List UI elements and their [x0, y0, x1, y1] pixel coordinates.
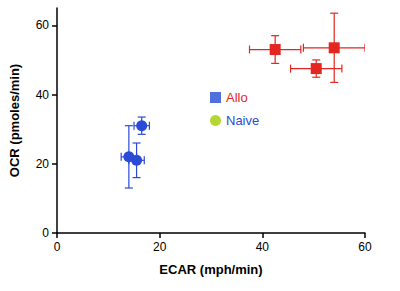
- svg-text:Allo: Allo: [226, 90, 248, 105]
- svg-text:ECAR (mph/min): ECAR (mph/min): [159, 262, 262, 277]
- svg-text:0: 0: [42, 226, 49, 240]
- svg-text:60: 60: [358, 240, 372, 254]
- svg-text:20: 20: [36, 157, 50, 171]
- svg-text:40: 40: [256, 240, 270, 254]
- svg-text:0: 0: [54, 240, 61, 254]
- svg-text:20: 20: [153, 240, 167, 254]
- svg-text:OCR (pmoles/min): OCR (pmoles/min): [7, 64, 22, 177]
- svg-text:60: 60: [36, 18, 50, 32]
- svg-text:40: 40: [36, 88, 50, 102]
- svg-text:Naive: Naive: [226, 113, 259, 128]
